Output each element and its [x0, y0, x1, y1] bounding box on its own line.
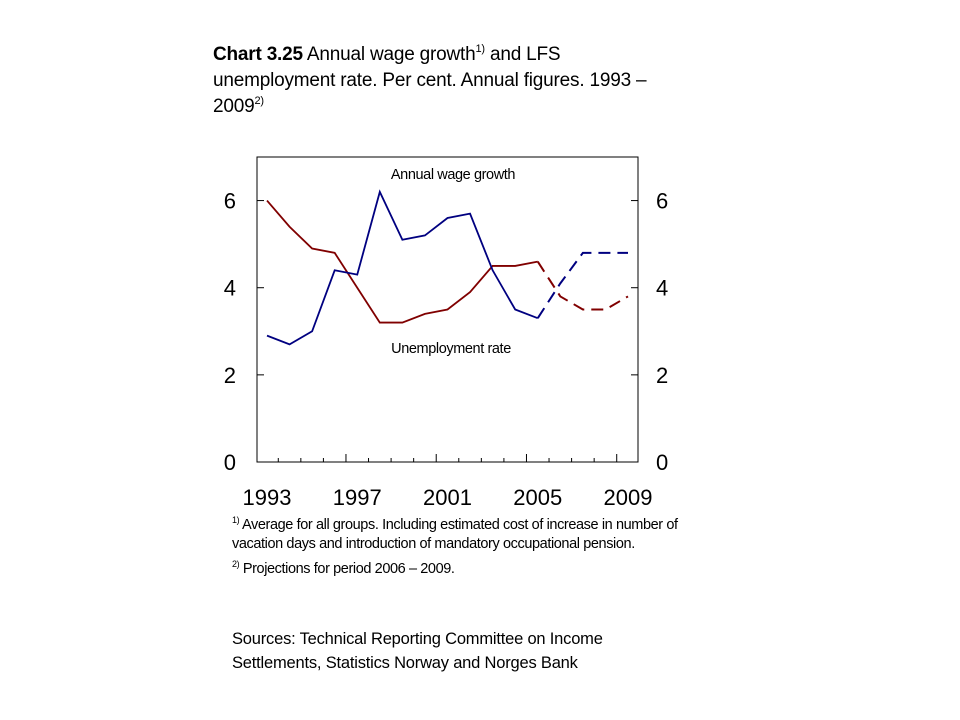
- footnote-1-text: Average for all groups. Including estima…: [232, 517, 678, 552]
- footnote-2: 2) Projections for period 2006 – 2009.: [232, 560, 692, 579]
- series-line-2: [266, 189, 539, 346]
- x-tick-label: 1997: [333, 485, 382, 510]
- y-tick-label-left: 4: [224, 276, 236, 301]
- y-tick-label-left: 2: [224, 363, 236, 388]
- plot-frame: [256, 156, 639, 463]
- x-tick-label: 2001: [423, 485, 472, 510]
- series-projection-line-1: [536, 261, 629, 311]
- chart-number: Chart 3.25: [213, 44, 303, 65]
- series-line-1: [266, 199, 538, 324]
- series-label-unemployment: Unemployment rate: [391, 341, 511, 357]
- series-projection-line-2: [536, 251, 628, 319]
- title-footnote-2: 2): [254, 95, 264, 107]
- sources-note: Sources: Technical Reporting Committee o…: [232, 630, 603, 672]
- y-tick-label-right: 4: [656, 276, 668, 301]
- footnote-2-text: Projections for period 2006 – 2009.: [239, 561, 455, 577]
- x-tick-label: 2005: [513, 485, 562, 510]
- y-tick-label-left: 0: [224, 450, 236, 475]
- series-label-wage-growth: Annual wage growth: [391, 167, 516, 183]
- footnotes: 1) Average for all groups. Including est…: [232, 516, 692, 579]
- chart-title: Chart 3.25 Annual wage growth1) and LFS …: [213, 42, 653, 120]
- footnote-1: 1) Average for all groups. Including est…: [232, 516, 692, 554]
- title-footnote-1: 1): [475, 43, 485, 55]
- y-tick-label-right: 0: [656, 450, 668, 475]
- title-text-1: Annual wage growth: [302, 44, 476, 65]
- y-tick-label-right: 6: [656, 189, 668, 214]
- y-tick-label-right: 2: [656, 363, 668, 388]
- x-tick-label: 1993: [243, 485, 292, 510]
- footnote-2-marker: 2): [232, 559, 240, 569]
- x-tick-label: 2009: [604, 485, 653, 510]
- y-tick-label-left: 6: [224, 189, 236, 214]
- footnote-1-marker: 1): [232, 515, 240, 525]
- title-text-2: and LFS unemployment rate. Per cent. Ann…: [213, 44, 647, 117]
